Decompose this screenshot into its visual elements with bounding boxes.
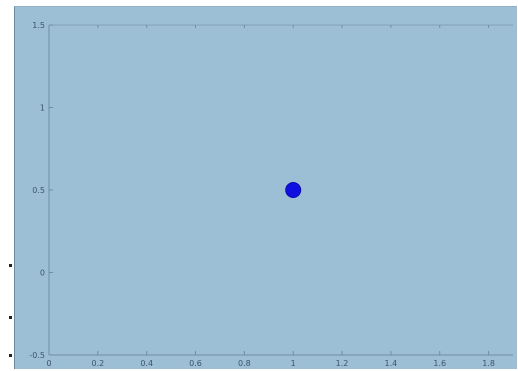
x-tick-label: 0.8 bbox=[238, 359, 251, 368]
axes: 0 0.2 0.4 0.6 0.8 1 1.2 1.4 1.6 1.8-0.500.511.5 bbox=[29, 21, 513, 368]
edge-marker bbox=[9, 316, 12, 319]
x-tick-label: 0.4 bbox=[140, 359, 153, 368]
x-tick-label: 1.2 bbox=[336, 359, 349, 368]
data-points bbox=[285, 182, 302, 198]
y-tick-label: 0 bbox=[40, 269, 45, 278]
x-tick-label: 1 bbox=[291, 359, 296, 368]
y-tick-label: 0.5 bbox=[32, 186, 45, 195]
scatter-chart: 0 0.2 0.4 0.6 0.8 1 1.2 1.4 1.6 1.8-0.500.511.5 bbox=[29, 21, 513, 368]
x-tick-label: 1.4 bbox=[385, 359, 398, 368]
x-tick-label: 0.2 bbox=[91, 359, 104, 368]
data-point bbox=[285, 182, 302, 198]
x-tick-label: 0 bbox=[46, 359, 51, 368]
y-tick-label: 1 bbox=[40, 104, 45, 113]
x-tick-label: 1.6 bbox=[433, 359, 446, 368]
plot-background: 0 0.2 0.4 0.6 0.8 1 1.2 1.4 1.6 1.8 -0.5 0 0.5 1 1.5 bbox=[14, 6, 517, 369]
y-tick-label: 1.5 bbox=[32, 21, 45, 30]
edge-marker bbox=[9, 264, 12, 267]
y-tick-label: -0.5 bbox=[29, 351, 45, 360]
x-tick-label: 0.6 bbox=[189, 359, 202, 368]
x-tick-label: 1.8 bbox=[482, 359, 495, 368]
edge-marker bbox=[9, 354, 12, 357]
